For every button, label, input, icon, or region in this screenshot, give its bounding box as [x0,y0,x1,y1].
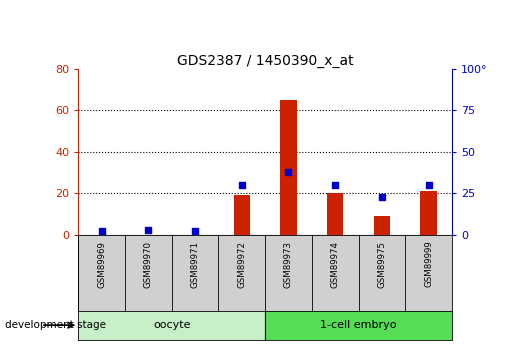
Text: GSM89973: GSM89973 [284,241,293,288]
Title: GDS2387 / 1450390_x_at: GDS2387 / 1450390_x_at [177,54,354,68]
Point [97,228,106,234]
Point [144,227,153,233]
Bar [374,216,390,235]
Bar [265,310,452,340]
Bar [78,310,265,340]
Point [191,228,199,234]
Text: GSM89971: GSM89971 [190,241,199,288]
Bar [421,191,437,235]
Point [425,182,433,188]
Text: oocyte: oocyte [153,320,190,330]
Text: GSM89974: GSM89974 [331,241,340,288]
Point [238,182,246,188]
Bar [280,100,296,235]
Text: GSM89975: GSM89975 [377,241,386,288]
Text: GSM89970: GSM89970 [144,241,153,288]
Bar [234,195,250,235]
Point [284,169,292,175]
Text: development stage: development stage [5,320,106,330]
Text: GSM89969: GSM89969 [97,241,106,287]
Text: GSM89999: GSM89999 [424,241,433,287]
Point [378,194,386,199]
Text: 1-cell embryo: 1-cell embryo [320,320,397,330]
Text: GSM89972: GSM89972 [237,241,246,288]
Bar [327,193,343,235]
Point [331,182,339,188]
